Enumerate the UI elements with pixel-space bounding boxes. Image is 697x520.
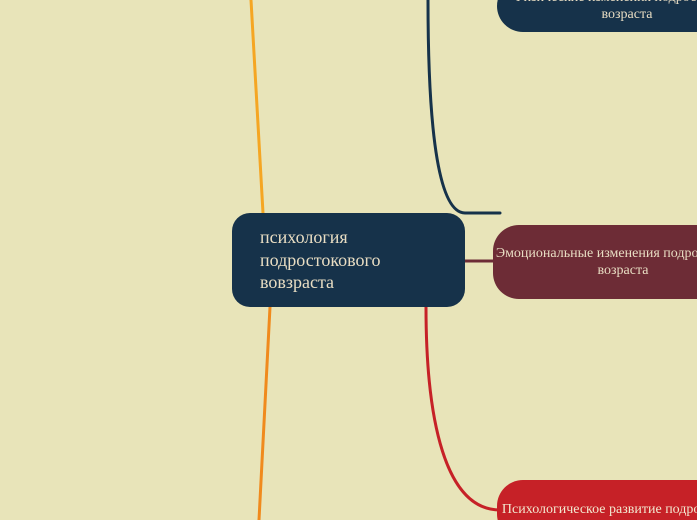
mindmap-canvas: психология подростокового вовзраста Физи… [0,0,697,520]
branch-node-label: Эмоциональные изменения подросткового во… [493,245,697,280]
branch-node-label: Психологическое развитие подросткового [497,501,697,519]
branch-node-label: Физические изменения подросткового возра… [497,0,697,24]
central-node[interactable]: психология подростокового вовзраста [232,213,465,307]
central-node-label: психология подростокового вовзраста [260,226,445,294]
branch-node-emotional[interactable]: Эмоциональные изменения подросткового во… [493,225,697,299]
branch-node-psychological[interactable]: Психологическое развитие подросткового [497,480,697,520]
branch-node-physical[interactable]: Физические изменения подросткового возра… [497,0,697,32]
